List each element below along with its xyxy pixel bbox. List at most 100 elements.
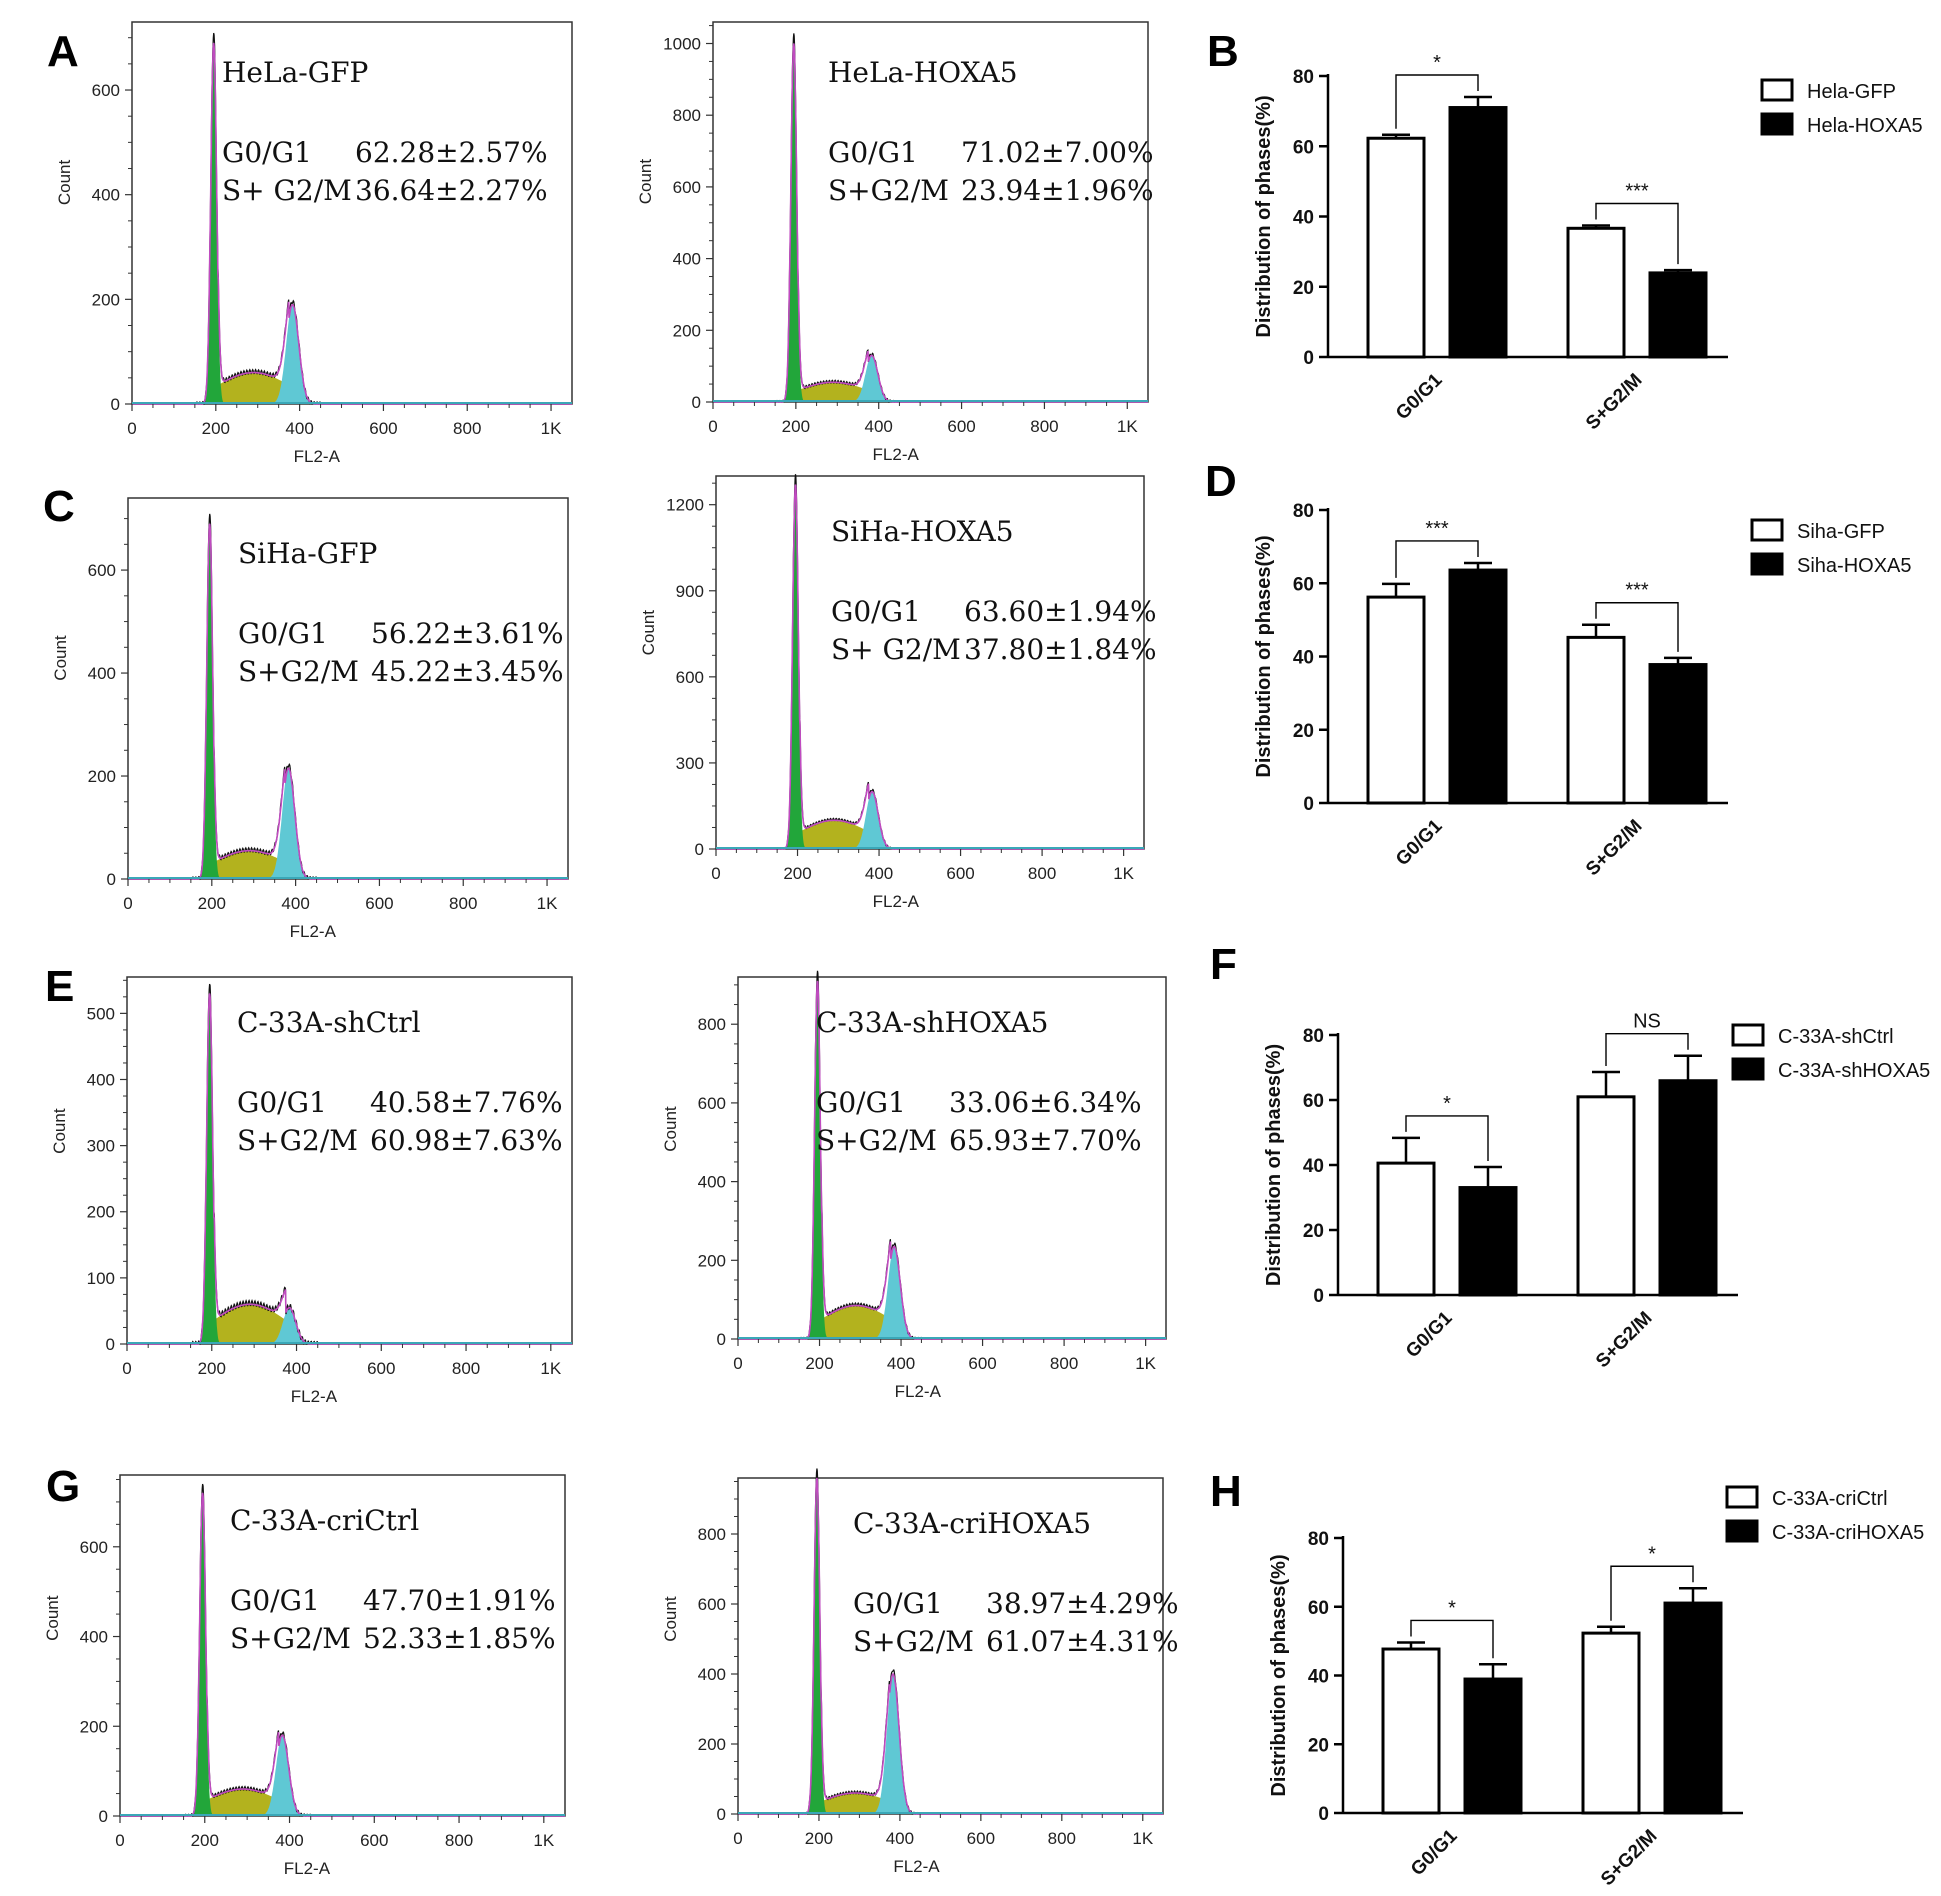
- bar-control: [1566, 226, 1626, 359]
- histogram-fit-line: [127, 993, 572, 1345]
- bar-y-tick-label: 60: [1303, 1091, 1324, 1112]
- significance-marker: *: [1648, 1543, 1656, 1565]
- s-g2m-value: 45.22±3.45%: [371, 655, 564, 688]
- x-tick-label: 200: [202, 419, 230, 438]
- legend-swatch: [1725, 1519, 1759, 1543]
- bar-control: [1366, 136, 1426, 359]
- bar-treatment: [1463, 1677, 1523, 1815]
- g2m-peak-area: [259, 1735, 307, 1816]
- y-axis-label: Count: [661, 1596, 680, 1642]
- y-tick-label: 0: [717, 1805, 726, 1824]
- legend-label: Siha-GFP: [1797, 521, 1885, 543]
- g0g1-peak-area: [199, 42, 230, 405]
- g0g1-value: 62.28±2.57%: [355, 136, 548, 169]
- s-g2m-value: 36.64±2.27%: [355, 174, 548, 207]
- panel-letter-d: D: [1205, 457, 1237, 506]
- x-tick-label: 400: [281, 894, 309, 913]
- g0g1-label: G0/G1: [853, 1587, 943, 1620]
- y-tick-label: 0: [106, 1335, 115, 1354]
- bar-category-label: S+G2/M: [1592, 1308, 1657, 1373]
- x-axis-label: FL2-A: [873, 892, 920, 911]
- y-tick-label: 1200: [666, 496, 704, 515]
- y-tick-label: 200: [87, 1203, 115, 1222]
- x-tick-label: 800: [453, 419, 481, 438]
- g0g1-value: 38.97±4.29%: [986, 1587, 1179, 1620]
- x-tick-label: 400: [865, 864, 893, 883]
- y-tick-label: 600: [698, 1094, 726, 1113]
- bar-category-label: G0/G1: [1407, 1825, 1462, 1880]
- g0g1-label: G0/G1: [222, 136, 312, 169]
- x-tick-label: 1K: [537, 894, 558, 913]
- bar-y-tick-label: 0: [1313, 1286, 1324, 1307]
- y-tick-label: 0: [111, 395, 120, 414]
- bar-y-axis-label: Distribution of phases(%): [1253, 95, 1275, 337]
- y-tick-label: 0: [717, 1330, 726, 1349]
- x-tick-label: 0: [711, 864, 720, 883]
- y-tick-label: 600: [92, 81, 120, 100]
- y-tick-label: 600: [676, 668, 704, 687]
- g0g1-value: 71.02±7.00%: [961, 136, 1154, 169]
- x-tick-label: 400: [275, 1831, 303, 1850]
- legend-swatch: [1760, 78, 1794, 102]
- x-tick-label: 400: [282, 1359, 310, 1378]
- bar-y-tick-label: 20: [1303, 1221, 1324, 1242]
- g2m-peak-area: [849, 355, 896, 402]
- x-tick-label: 600: [967, 1829, 995, 1848]
- bar-treatment: [1448, 568, 1508, 805]
- bar-y-tick-label: 40: [1293, 208, 1314, 229]
- s-phase-area: [797, 820, 871, 849]
- bar-y-tick-label: 80: [1293, 501, 1314, 522]
- y-tick-label: 400: [88, 664, 116, 683]
- g2m-peak-area: [270, 304, 317, 404]
- s-g2m-label: S+G2/M: [237, 1124, 358, 1157]
- y-tick-label: 400: [92, 186, 120, 205]
- x-tick-label: 800: [452, 1359, 480, 1378]
- x-tick-label: 1K: [1113, 864, 1134, 883]
- histogram-title: C-33A-shCtrl: [237, 1006, 421, 1039]
- bar-y-tick-label: 60: [1293, 574, 1314, 595]
- g0g1-label: G0/G1: [828, 136, 918, 169]
- g0g1-label: G0/G1: [230, 1584, 320, 1617]
- x-tick-label: 200: [198, 1359, 226, 1378]
- legend-label: C-33A-shCtrl: [1778, 1026, 1894, 1048]
- s-g2m-value: 60.98±7.63%: [370, 1124, 563, 1157]
- bar-control: [1566, 635, 1626, 805]
- bar-treatment: [1658, 1079, 1718, 1297]
- s-phase-area: [819, 1793, 892, 1814]
- bar-y-tick-label: 20: [1293, 278, 1314, 299]
- x-tick-label: 800: [1048, 1829, 1076, 1848]
- significance-marker: NS: [1633, 1011, 1661, 1033]
- s-g2m-label: S+G2/M: [230, 1622, 351, 1655]
- x-tick-label: 1K: [1135, 1354, 1156, 1373]
- histogram-fit-line: [128, 523, 568, 880]
- panel-letter-g: G: [46, 1462, 80, 1511]
- s-phase-area: [211, 1304, 288, 1344]
- y-tick-label: 300: [676, 754, 704, 773]
- panel-letter-e: E: [45, 962, 74, 1011]
- s-g2m-label: S+G2/M: [238, 655, 359, 688]
- legend-label: C-33A-criHOXA5: [1772, 1522, 1924, 1544]
- s-phase-area: [795, 382, 871, 402]
- g0g1-peak-area: [802, 1478, 832, 1814]
- significance-marker: ***: [1625, 580, 1649, 602]
- bar-y-tick-label: 20: [1308, 1735, 1329, 1756]
- significance-bracket: [1605, 1033, 1689, 1067]
- legend-swatch: [1731, 1057, 1765, 1081]
- y-tick-label: 200: [673, 321, 701, 340]
- s-phase-area: [215, 372, 292, 404]
- legend-label: Hela-GFP: [1807, 81, 1896, 103]
- bar-y-tick-label: 60: [1308, 1598, 1329, 1619]
- y-tick-label: 600: [80, 1538, 108, 1557]
- x-tick-label: 200: [805, 1354, 833, 1373]
- legend-label: C-33A-shHOXA5: [1778, 1060, 1930, 1082]
- x-tick-label: 600: [360, 1831, 388, 1850]
- y-tick-label: 1000: [663, 35, 701, 54]
- bar-y-axis-label: Distribution of phases(%): [1268, 1554, 1290, 1796]
- bar-y-tick-label: 40: [1308, 1667, 1329, 1688]
- y-tick-label: 900: [676, 582, 704, 601]
- histogram-title: SiHa-GFP: [238, 537, 377, 570]
- histogram-fit-line: [713, 43, 1148, 403]
- x-tick-label: 200: [198, 894, 226, 913]
- significance-bracket: [1395, 540, 1479, 578]
